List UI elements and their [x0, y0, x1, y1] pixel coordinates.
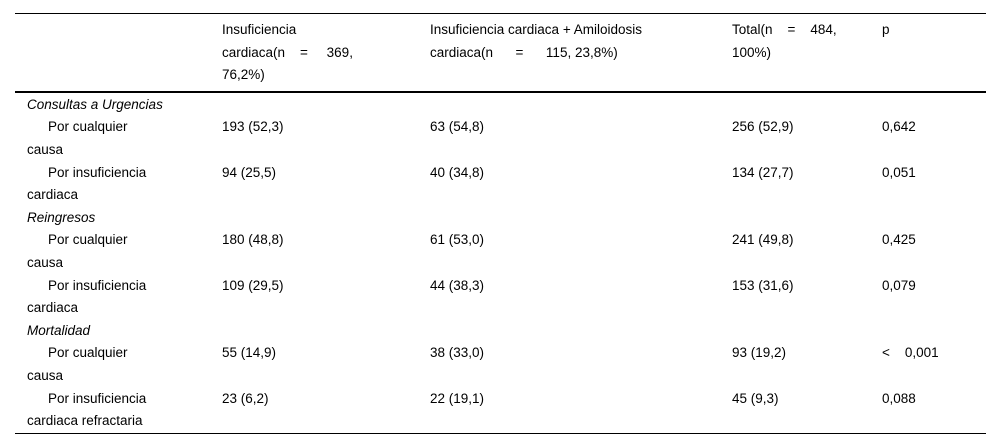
- section-title: Consultas a Urgencias: [27, 96, 163, 112]
- table-header: Insuficiencia cardiaca(n = 369, 76,2%) I…: [15, 13, 986, 93]
- table-row: Por cualquier causa 55 (14,9) 38 (33,0) …: [15, 342, 986, 387]
- cell-hf-amiloidosis: 63 (54,8): [430, 119, 485, 135]
- cell-p: 0,079: [882, 277, 916, 293]
- row-label: Por cualquier causa: [27, 345, 128, 383]
- section-row-mortalidad: Mortalidad: [15, 320, 986, 343]
- cell-hf-amiloidosis: 40 (34,8): [430, 164, 485, 180]
- row-label: Por insuficiencia cardiaca: [27, 164, 147, 203]
- section-title: Mortalidad: [27, 322, 91, 338]
- col-header-insuficiencia-amiloidosis: Insuficiencia cardiaca + Amiloidosis car…: [430, 13, 732, 93]
- row-label: Por insuficiencia cardiaca refractaria: [27, 390, 147, 429]
- cell-hf-amiloidosis: 22 (19,1): [430, 390, 485, 406]
- cell-total: 241 (49,8): [732, 232, 794, 248]
- cell-total: 256 (52,9): [732, 119, 794, 135]
- cell-hf: 180 (48,8): [222, 232, 284, 248]
- table-row: Por insuficiencia cardiaca 94 (25,5) 40 …: [15, 162, 986, 207]
- cell-hf: 94 (25,5): [222, 164, 277, 180]
- cell-p: 0,642: [882, 119, 916, 135]
- table-row: Por insuficiencia cardiaca refractaria 2…: [15, 388, 986, 434]
- cell-hf-amiloidosis: 61 (53,0): [430, 232, 485, 248]
- row-label: Por insuficiencia cardiaca: [27, 277, 147, 316]
- cell-p: < 0,001: [882, 345, 939, 361]
- section-row-reingresos: Reingresos: [15, 207, 986, 230]
- cell-total: 153 (31,6): [732, 277, 794, 293]
- cell-hf-amiloidosis: 38 (33,0): [430, 345, 485, 361]
- cell-p: 0,051: [882, 164, 916, 180]
- col-header-total: Total(n = 484, 100%): [732, 13, 882, 93]
- cell-hf-amiloidosis: 44 (38,3): [430, 277, 485, 293]
- cell-hf: 109 (29,5): [222, 277, 284, 293]
- cell-hf: 193 (52,3): [222, 119, 284, 135]
- cell-total: 45 (9,3): [732, 390, 779, 406]
- col-header-p: p: [882, 13, 986, 93]
- cell-hf: 55 (14,9): [222, 345, 277, 361]
- row-label: Por cualquier causa: [27, 232, 128, 270]
- table-body: Consultas a Urgencias Por cualquier caus…: [15, 92, 986, 433]
- col-header-row-label: [15, 13, 222, 93]
- table-row: Por insuficiencia cardiaca 109 (29,5) 44…: [15, 275, 986, 320]
- cell-p: 0,088: [882, 390, 916, 406]
- section-title: Reingresos: [27, 209, 96, 225]
- header-row: Insuficiencia cardiaca(n = 369, 76,2%) I…: [15, 13, 986, 93]
- cell-hf: 23 (6,2): [222, 390, 269, 406]
- section-row-consultas: Consultas a Urgencias: [15, 92, 986, 117]
- cell-total: 93 (19,2): [732, 345, 787, 361]
- col-header-insuficiencia-cardiaca: Insuficiencia cardiaca(n = 369, 76,2%): [222, 13, 430, 93]
- outcomes-table: Insuficiencia cardiaca(n = 369, 76,2%) I…: [15, 13, 986, 434]
- table-row: Por cualquier causa 180 (48,8) 61 (53,0)…: [15, 229, 986, 274]
- cell-p: 0,425: [882, 232, 916, 248]
- cell-total: 134 (27,7): [732, 164, 794, 180]
- row-label: Por cualquier causa: [27, 119, 128, 157]
- table-row: Por cualquier causa 193 (52,3) 63 (54,8)…: [15, 116, 986, 161]
